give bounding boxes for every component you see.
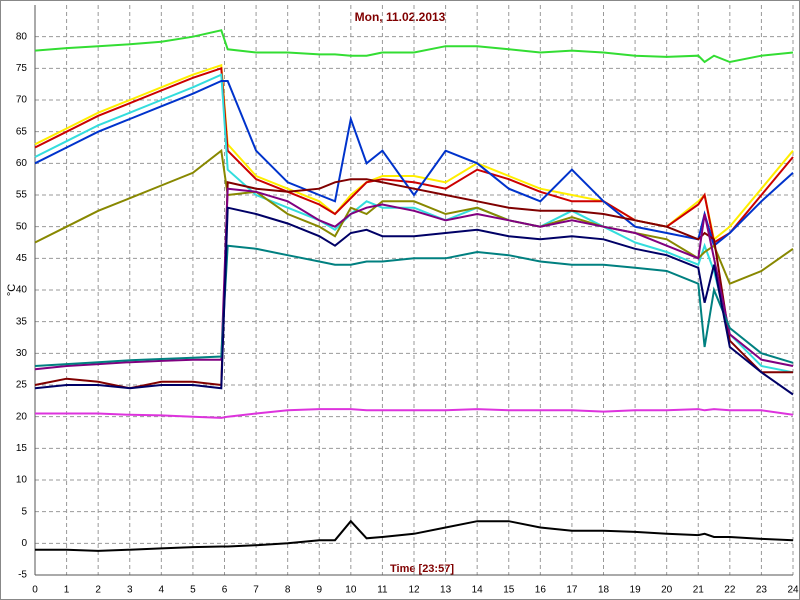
x-tick-label: 8 <box>285 585 291 596</box>
y-tick-label: 50 <box>16 221 28 232</box>
y-tick-label: 75 <box>16 63 28 74</box>
x-tick-label: 3 <box>127 585 133 596</box>
y-tick-label: 60 <box>16 158 28 169</box>
series-line <box>34 206 794 396</box>
x-tick-label: 19 <box>630 585 642 596</box>
series-line <box>35 408 794 419</box>
x-tick-label: 12 <box>408 585 420 596</box>
x-tick-label: 9 <box>316 585 322 596</box>
series-line <box>34 66 794 245</box>
x-tick-label: 13 <box>440 585 452 596</box>
y-tick-label: -5 <box>18 570 27 581</box>
y-tick-label: 0 <box>21 538 27 549</box>
series-line <box>34 178 793 390</box>
x-axis-label: Time [23:57] <box>390 563 454 575</box>
series-line <box>34 187 794 371</box>
x-tick-label: 24 <box>787 585 799 596</box>
x-tick-label: 21 <box>693 585 705 596</box>
x-tick-label: 7 <box>253 585 259 596</box>
x-tick-label: 22 <box>724 585 736 596</box>
y-tick-label: 5 <box>21 506 27 517</box>
series-line <box>35 519 794 552</box>
series-line <box>34 80 794 248</box>
x-tick-label: 15 <box>503 585 515 596</box>
y-tick-label: 15 <box>16 443 28 454</box>
y-tick-label: 10 <box>16 475 28 486</box>
x-tick-label: 17 <box>566 585 578 596</box>
x-tick-label: 10 <box>345 585 357 596</box>
x-tick-label: 16 <box>535 585 547 596</box>
x-tick-label: 23 <box>756 585 768 596</box>
y-axis-label: °C <box>6 284 18 296</box>
y-tick-label: 35 <box>16 316 28 327</box>
y-tick-label: 40 <box>16 285 28 296</box>
x-tick-label: 0 <box>32 585 38 596</box>
x-tick-label: 4 <box>159 585 165 596</box>
series-line <box>34 63 794 242</box>
chart-title: Mon, 11.02.2013 <box>355 10 446 24</box>
x-tick-label: 20 <box>661 585 673 596</box>
x-tick-label: 18 <box>598 585 610 596</box>
x-tick-label: 5 <box>190 585 196 596</box>
x-tick-label: 14 <box>472 585 484 596</box>
y-tick-label: 55 <box>16 190 28 201</box>
x-tick-label: 1 <box>64 585 70 596</box>
y-tick-label: 65 <box>16 126 28 137</box>
y-tick-label: 30 <box>16 348 28 359</box>
y-tick-label: 25 <box>16 380 28 391</box>
y-tick-label: 80 <box>16 31 28 42</box>
x-tick-label: 6 <box>222 585 228 596</box>
y-tick-label: 45 <box>16 253 28 264</box>
series-line <box>34 29 794 64</box>
series-line <box>34 244 794 367</box>
y-tick-label: 70 <box>16 95 28 106</box>
y-tick-label: 20 <box>16 411 28 422</box>
x-tick-label: 11 <box>377 585 388 596</box>
x-tick-label: 2 <box>95 585 101 596</box>
